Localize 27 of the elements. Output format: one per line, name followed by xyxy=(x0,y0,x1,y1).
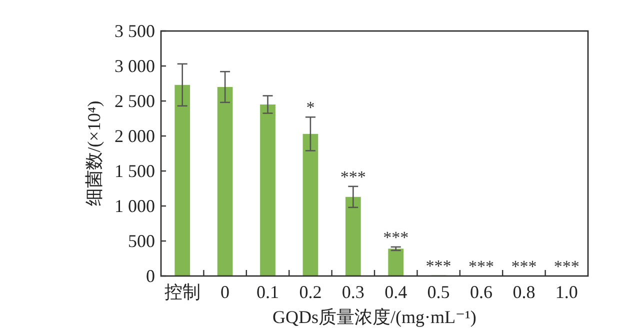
y-tick-label: 0 xyxy=(146,266,155,286)
x-tick-label: 0.2 xyxy=(299,282,322,302)
y-tick-label: 3 500 xyxy=(114,21,155,41)
y-tick-label: 3 000 xyxy=(114,56,155,76)
y-tick-label: 1 500 xyxy=(114,161,155,181)
annotation: *** xyxy=(554,257,580,276)
annotation: *** xyxy=(511,257,537,276)
x-tick-label: 0.8 xyxy=(512,282,536,302)
y-tick-label: 2 000 xyxy=(114,126,155,146)
x-tick-label: 0.6 xyxy=(470,282,492,302)
annotation: *** xyxy=(340,167,366,186)
y-tick-label: 500 xyxy=(128,231,155,251)
y-axis-title: 细菌数/(×10⁴) xyxy=(84,100,104,206)
y-tick-label: 1 000 xyxy=(114,196,155,216)
x-tick-label: 控制 xyxy=(164,282,200,302)
x-tick-label: 0.4 xyxy=(384,282,408,302)
annotation: *** xyxy=(468,257,494,276)
x-tick-label: 0.3 xyxy=(342,282,364,302)
y-tick-label: 2 500 xyxy=(114,91,155,111)
x-tick-label: 0.1 xyxy=(256,282,279,302)
annotation: *** xyxy=(426,256,452,276)
x-tick-label: 0.5 xyxy=(427,282,450,302)
x-tick-label: 0 xyxy=(220,282,230,302)
annotation: *** xyxy=(383,228,409,247)
x-tick-label: 1.0 xyxy=(555,282,578,302)
x-axis-title: GQDs质量浓度/(mg·mL⁻¹) xyxy=(272,307,476,327)
annotation: * xyxy=(306,98,315,118)
